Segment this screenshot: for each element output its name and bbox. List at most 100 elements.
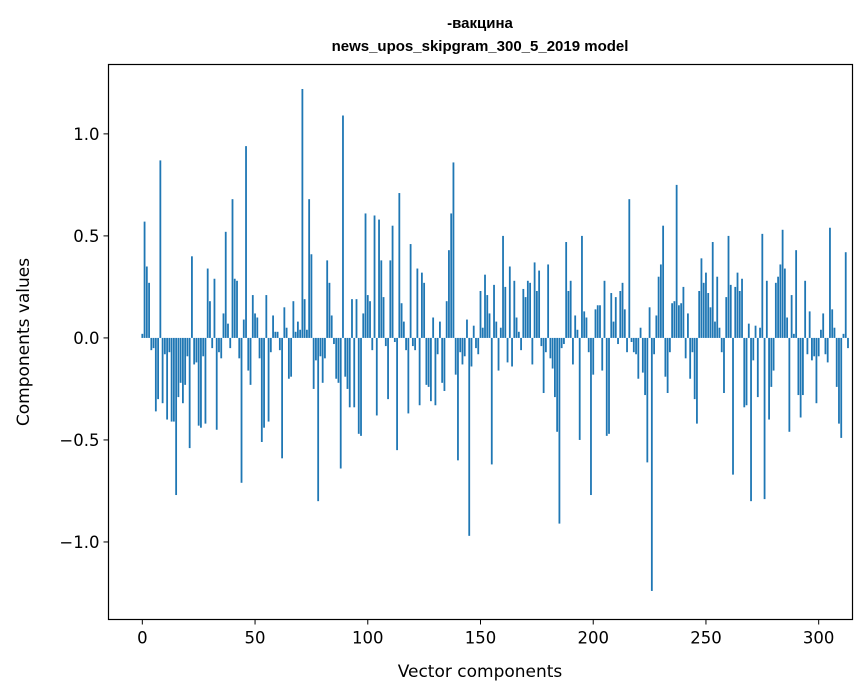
bar [439,321,441,338]
bar [197,337,200,426]
bar [459,337,462,353]
bar [511,337,513,367]
bar [450,213,453,338]
bar [475,337,477,349]
bar [774,282,777,338]
x-tick-label: 300 [803,629,835,648]
bar [614,297,617,338]
bar [391,225,394,338]
bar [229,337,232,349]
bar [820,329,822,338]
bar [508,266,511,338]
bar [206,268,209,338]
bar [560,337,563,349]
bar [362,313,365,338]
bar [653,337,655,355]
bar [236,280,238,338]
bar [389,260,392,338]
bar [163,337,166,355]
bar [263,337,265,428]
bar [662,225,665,338]
bar [479,290,482,338]
bar [763,337,766,500]
bar [635,337,637,355]
bar [457,337,459,461]
bar [448,250,450,338]
bar [269,337,272,353]
bar [576,329,579,338]
x-axis-label: Vector components [398,662,563,682]
bar [630,337,633,342]
bar [725,297,728,338]
bar [443,337,446,391]
bar [238,337,241,359]
bar [637,337,640,379]
bar [425,337,428,385]
bar [308,199,311,338]
bar [224,231,227,338]
bar [542,337,545,394]
bar [644,337,646,396]
bar [675,184,678,338]
bar [765,280,768,338]
bar [477,337,480,355]
bar [369,301,371,338]
bar [574,315,577,338]
bar [696,337,698,424]
bar [720,337,723,353]
bar [402,321,405,338]
bar [646,337,649,463]
bar [698,290,701,338]
bar [723,337,725,394]
bar [833,327,836,338]
bar [502,235,504,338]
bar [567,290,570,338]
bar [414,337,417,351]
bar [802,337,804,396]
bar [481,327,484,338]
bar [398,193,401,338]
bar [400,303,403,338]
bar [466,319,468,338]
bar [294,331,297,338]
bar [218,337,220,353]
bar [599,305,601,338]
bar [152,337,155,349]
bar [364,213,367,338]
bar [650,337,653,591]
x-tick-label: 100 [352,629,384,648]
bar [227,323,229,338]
bar [310,254,313,338]
bar [707,293,710,338]
bar [141,333,144,338]
bar [211,337,214,349]
bar [430,337,432,402]
x-axis-ticks: 0 50 100 150 200 250 300 [137,619,835,648]
bar [445,301,448,338]
bar [200,337,202,428]
bar [741,278,743,338]
bar [745,337,748,406]
bar [161,337,164,404]
bar [824,337,827,355]
bar [351,299,353,338]
y-tick-label: −0.5 [59,431,99,450]
bar [256,317,259,338]
bar [495,321,498,338]
bar [847,337,849,349]
bar [779,264,782,338]
bar [384,337,387,347]
bar [691,337,694,353]
bar [822,313,825,338]
bar [145,266,148,338]
bar [792,333,795,338]
bar [366,295,369,338]
y-axis-ticks: −1.0 −0.5 0.0 0.5 1.0 [59,125,109,552]
bar [752,337,755,361]
bar [157,337,159,400]
bar [657,276,660,338]
bar [251,295,254,338]
bar [175,337,178,496]
bar [299,329,302,338]
